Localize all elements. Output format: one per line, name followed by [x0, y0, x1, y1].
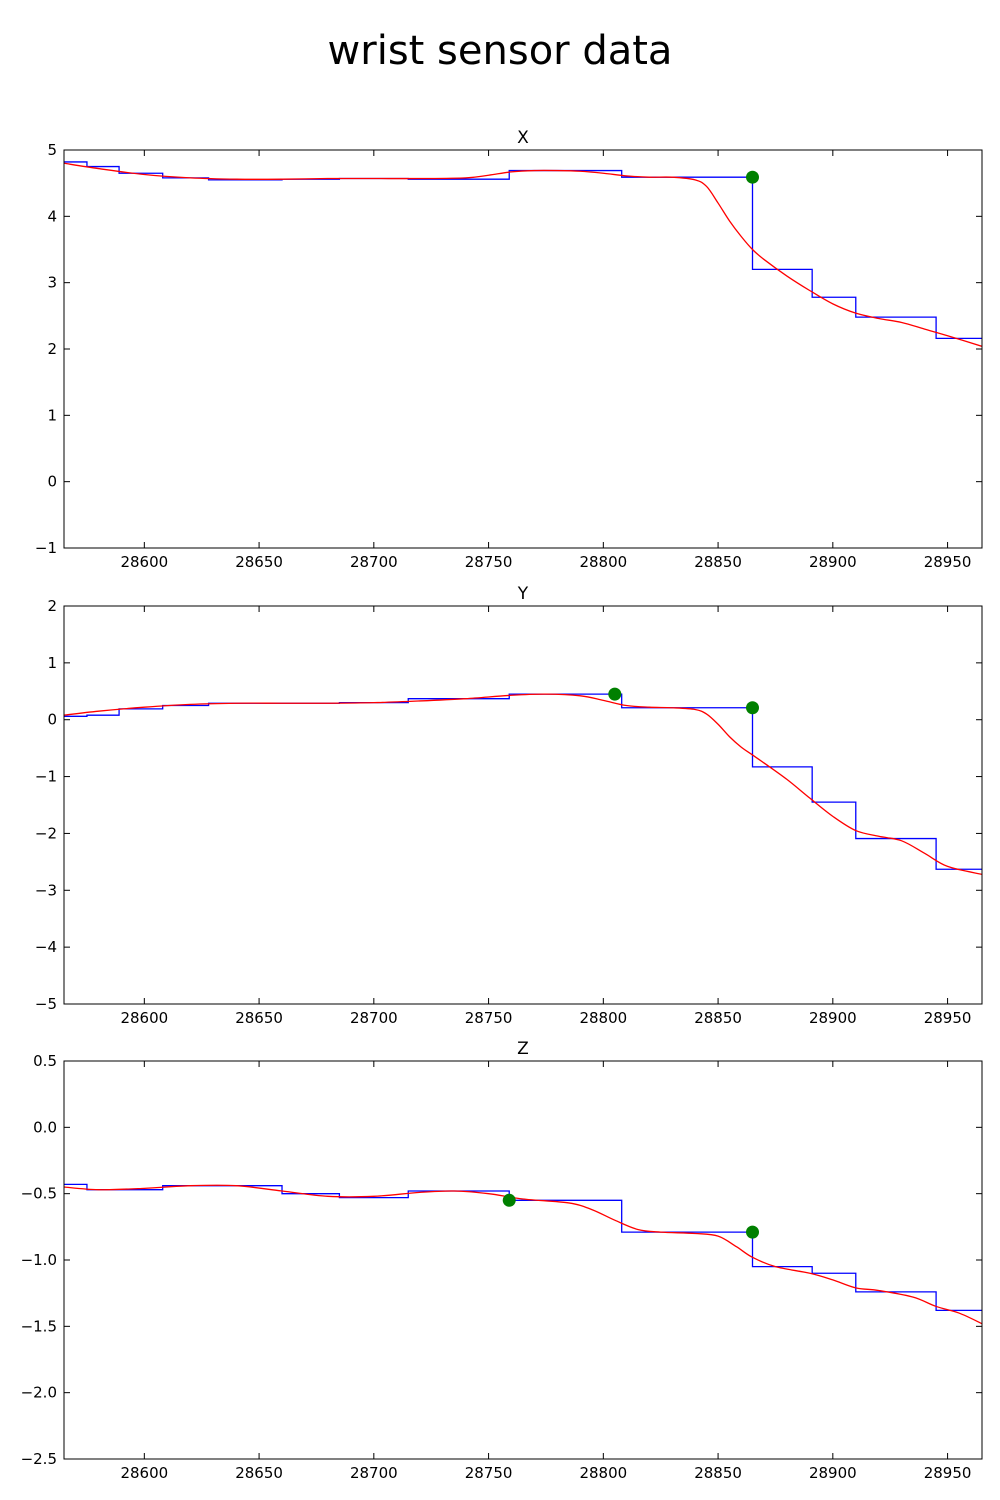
subplot-title-z: Z [517, 1039, 529, 1059]
axes-frame-x [63, 149, 983, 549]
plot-area-y [64, 687, 982, 876]
y-tick-label-y-0: −5 [35, 995, 57, 1013]
plot-area-z [64, 1183, 982, 1325]
subplot-title-y: Y [517, 584, 529, 604]
series-line-x-step [64, 161, 982, 340]
y-tick-label-x-3: 2 [47, 340, 57, 358]
series-line-y-smooth [64, 693, 982, 876]
x-tick-label-z-28850: 28850 [694, 1464, 742, 1482]
series-line-x-smooth [64, 162, 982, 347]
y-tick-label-z-2: −1.5 [21, 1317, 57, 1335]
y-tick-label-y-7: 2 [47, 597, 57, 615]
y-tick-label-x-4: 3 [47, 274, 57, 292]
x-tick-label-z-28750: 28750 [465, 1464, 513, 1482]
y-tick-label-z-6: 0.5 [33, 1052, 57, 1070]
y-tick-label-z-3: −1.0 [21, 1251, 57, 1269]
x-tick-label-x-28650: 28650 [235, 553, 283, 571]
x-tick-label-z-28700: 28700 [350, 1464, 398, 1482]
x-tick-label-x-28900: 28900 [809, 553, 857, 571]
x-tick-label-y-28950: 28950 [924, 1009, 972, 1027]
y-tick-label-z-0: −2.5 [21, 1450, 57, 1468]
subplots: X 28600 28650 28700 28750 28800 28850 28900 2895… [21, 128, 983, 1482]
plot-area-x [64, 161, 982, 347]
figure-title: wrist sensor data [328, 28, 673, 74]
subplot-z: Z 28600 28650 28700 28750 28800 28850 28900 2895… [21, 1039, 983, 1482]
x-tick-label-y-28850: 28850 [694, 1009, 742, 1027]
y-tick-label-y-4: −1 [35, 768, 57, 786]
x-tick-label-z-28800: 28800 [579, 1464, 627, 1482]
y-tick-label-y-5: 0 [47, 711, 57, 729]
y-tick-label-y-2: −3 [35, 881, 57, 899]
x-tick-label-y-28700: 28700 [350, 1009, 398, 1027]
subplot-title-x: X [517, 128, 529, 148]
y-tick-label-x-2: 1 [47, 406, 57, 424]
series-line-z-step [64, 1183, 982, 1312]
marker-point-y-0 [608, 687, 622, 701]
x-tick-label-y-28750: 28750 [465, 1009, 513, 1027]
y-tick-label-y-3: −2 [35, 824, 57, 842]
x-tick-label-x-28600: 28600 [120, 553, 168, 571]
y-tick-label-x-0: −1 [35, 539, 57, 557]
subplot-x: X 28600 28650 28700 28750 28800 28850 28900 2895… [35, 128, 983, 571]
x-tick-label-y-28900: 28900 [809, 1009, 857, 1027]
x-tick-label-y-28800: 28800 [579, 1009, 627, 1027]
y-tick-label-y-6: 1 [47, 654, 57, 672]
y-tick-label-x-6: 5 [47, 141, 57, 159]
x-tick-label-y-28600: 28600 [120, 1009, 168, 1027]
x-tick-label-y-28650: 28650 [235, 1009, 283, 1027]
y-tick-label-y-1: −4 [35, 938, 57, 956]
y-tick-label-z-5: 0.0 [33, 1118, 57, 1136]
x-tick-label-x-28850: 28850 [694, 553, 742, 571]
x-tick-label-z-28600: 28600 [120, 1464, 168, 1482]
series-line-z-smooth [64, 1184, 982, 1325]
subplot-y: Y 28600 28650 28700 28750 28800 28850 28900 2895… [35, 584, 983, 1027]
axes-frame-z [63, 1060, 983, 1460]
series-line-y-step [64, 693, 982, 870]
y-tick-label-x-1: 0 [47, 473, 57, 491]
y-tick-label-z-1: −2.0 [21, 1384, 57, 1402]
x-tick-label-x-28750: 28750 [465, 553, 513, 571]
x-tick-label-z-28950: 28950 [924, 1464, 972, 1482]
x-tick-label-x-28950: 28950 [924, 553, 972, 571]
y-tick-label-x-5: 4 [47, 207, 57, 225]
marker-point-y-1 [746, 701, 759, 715]
x-tick-label-z-28900: 28900 [809, 1464, 857, 1482]
marker-point-z-1 [746, 1225, 759, 1239]
y-tick-label-z-4: −0.5 [21, 1185, 57, 1203]
x-tick-label-x-28700: 28700 [350, 553, 398, 571]
axes-frame-y [63, 605, 983, 1005]
marker-point-x-0 [746, 170, 759, 184]
x-tick-label-z-28650: 28650 [235, 1464, 283, 1482]
x-tick-label-x-28800: 28800 [579, 553, 627, 571]
marker-point-z-0 [502, 1193, 516, 1207]
